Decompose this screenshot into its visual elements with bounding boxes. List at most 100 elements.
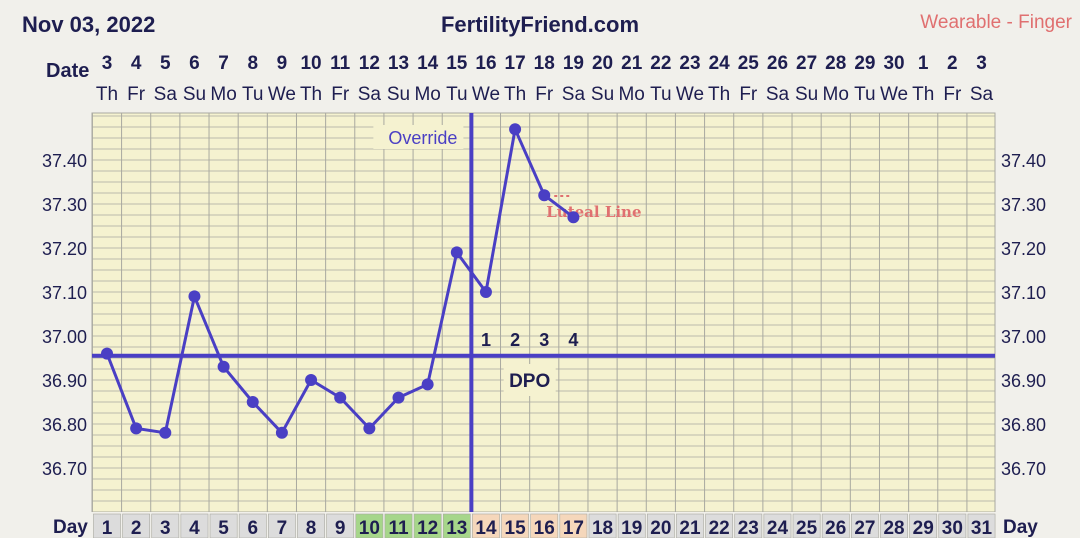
- temperature-point: [246, 396, 259, 408]
- date-number: 22: [650, 53, 671, 74]
- day-number: 18: [592, 518, 613, 538]
- temperature-point: [392, 391, 405, 404]
- temperature-point: [159, 426, 172, 439]
- temperature-point: [305, 374, 318, 386]
- temperature-point: [217, 360, 230, 373]
- date-number: 26: [767, 53, 788, 74]
- day-cell: [851, 513, 879, 538]
- weekday-label: Su: [591, 84, 614, 105]
- chart-date: Nov 03, 2022: [22, 12, 156, 37]
- day-number: 31: [971, 518, 993, 538]
- day-cell: [442, 513, 471, 538]
- date-number: 2: [947, 53, 958, 74]
- day-number: 2: [131, 518, 142, 538]
- date-number: 4: [131, 53, 142, 74]
- weekday-label: Fr: [331, 84, 350, 105]
- temperature-point: [363, 422, 376, 435]
- day-number: 8: [306, 518, 317, 538]
- day-cell: [384, 513, 413, 538]
- temperature-point: [334, 391, 347, 404]
- day-cell: [676, 513, 704, 538]
- weekday-label: Th: [708, 84, 730, 105]
- date-number: 5: [160, 53, 171, 74]
- day-cell: [472, 513, 500, 538]
- day-cell: [413, 513, 442, 538]
- temperature-point: [567, 211, 580, 224]
- day-number: 27: [854, 518, 875, 538]
- day-number: 22: [709, 518, 730, 538]
- weekday-label: Mo: [414, 84, 440, 105]
- date-number: 3: [976, 53, 987, 74]
- y-tick-label-right: 36.90: [1001, 371, 1046, 391]
- temperature-point: [188, 290, 201, 303]
- weekday-label: We: [676, 84, 704, 105]
- date-number: 23: [679, 53, 700, 74]
- date-number: 30: [883, 53, 904, 74]
- date-number: 18: [534, 53, 555, 74]
- date-number: 14: [417, 53, 439, 74]
- day-number: 10: [359, 518, 380, 538]
- date-number: 11: [330, 53, 351, 74]
- day-cell: [909, 513, 938, 538]
- day-number: 5: [218, 518, 229, 538]
- weekday-label: Su: [183, 84, 206, 105]
- date-number: 19: [563, 53, 584, 74]
- date-number: 27: [796, 53, 817, 74]
- day-number: 4: [189, 518, 200, 538]
- y-tick-label-right: 37.10: [1001, 283, 1046, 303]
- date-number: 28: [825, 53, 846, 74]
- day-number: 6: [247, 518, 258, 538]
- y-tick-label-left: 37.20: [42, 239, 87, 259]
- day-number: 14: [475, 518, 497, 538]
- date-number: 21: [621, 53, 643, 74]
- weekday-label: Th: [504, 84, 526, 105]
- date-number: 9: [277, 53, 288, 74]
- date-number: 16: [475, 53, 496, 74]
- day-cell: [821, 513, 850, 538]
- weekday-label: Sa: [154, 84, 178, 105]
- day-number: 23: [738, 518, 759, 538]
- day-number: 30: [942, 518, 963, 538]
- date-number: 7: [218, 53, 229, 74]
- day-cell: [617, 513, 646, 538]
- date-number: 20: [592, 53, 613, 74]
- weekday-label: Sa: [970, 84, 994, 105]
- weekday-label: Th: [96, 84, 118, 105]
- date-number: 3: [102, 53, 113, 74]
- weekday-label: Su: [795, 84, 818, 105]
- weekday-label: Fr: [535, 84, 554, 105]
- y-tick-label-right: 37.20: [1001, 239, 1046, 259]
- temperature-point: [275, 426, 288, 439]
- weekday-label: Tu: [242, 84, 263, 105]
- day-cell: [763, 513, 792, 538]
- weekday-label: Fr: [739, 84, 758, 105]
- temperature-point: [421, 378, 434, 391]
- day-number: 1: [102, 518, 113, 538]
- temperature-point: [509, 123, 522, 136]
- day-number: 7: [277, 518, 288, 538]
- day-number: 3: [160, 518, 171, 538]
- y-tick-label-left: 37.40: [42, 151, 87, 171]
- temperature-point: [538, 189, 551, 202]
- y-tick-label-left: 37.30: [42, 195, 87, 215]
- y-tick-label-right: 36.80: [1001, 415, 1046, 435]
- weekday-label: We: [472, 84, 500, 105]
- dpo-number: 4: [568, 330, 578, 350]
- day-cell: [268, 513, 296, 538]
- date-row-label: Date: [46, 60, 89, 82]
- weekday-label: We: [268, 84, 296, 105]
- day-row-label-right: Day: [1003, 517, 1038, 538]
- weekday-label: Tu: [446, 84, 467, 105]
- date-number: 24: [709, 53, 731, 74]
- date-number: 17: [505, 53, 526, 74]
- day-cell: [297, 513, 325, 538]
- day-number: 28: [883, 518, 904, 538]
- weekday-label: Mo: [210, 84, 236, 105]
- day-number: 25: [796, 518, 818, 538]
- weekday-label: Tu: [650, 84, 671, 105]
- day-number: 11: [388, 518, 409, 538]
- day-number: 24: [767, 518, 789, 538]
- weekday-label: Tu: [854, 84, 875, 105]
- y-tick-label-right: 37.30: [1001, 195, 1046, 215]
